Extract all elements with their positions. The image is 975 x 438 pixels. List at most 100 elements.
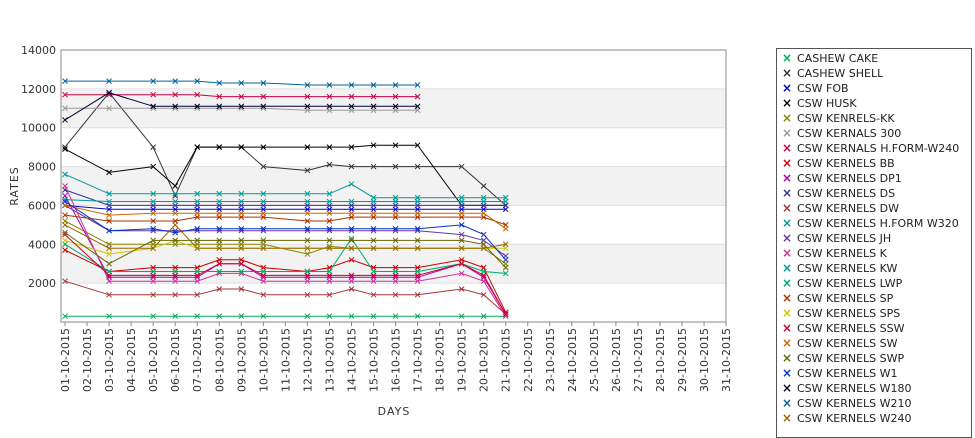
data-point (414, 313, 421, 320)
data-point (194, 278, 201, 285)
legend-marker-icon: × (781, 216, 793, 230)
series (62, 202, 509, 232)
data-point (370, 210, 377, 217)
data-point (348, 313, 355, 320)
legend-label: CSW KERNELS W210 (797, 397, 912, 410)
data-point (106, 245, 112, 252)
data-point (216, 260, 223, 267)
data-point (414, 93, 421, 100)
series (62, 196, 509, 205)
data-point (260, 190, 267, 197)
legend-marker-icon: × (781, 66, 793, 80)
data-point (216, 210, 223, 217)
data-point (392, 278, 399, 285)
legend-label: CSW KERNELS KW (797, 262, 898, 275)
series (62, 313, 509, 320)
data-point (172, 278, 179, 285)
data-point (370, 142, 377, 149)
data-point (370, 82, 377, 88)
x-axis-ticks: 01-10-2015 02-10-2015 03-10-2015 04-10-2015… (59, 322, 733, 392)
data-point (194, 78, 201, 84)
data-point (194, 144, 201, 150)
y-tick-label: 2000 (28, 277, 56, 290)
legend-marker-icon: × (781, 366, 793, 380)
data-point (260, 93, 267, 100)
data-point (502, 225, 509, 232)
data-point (238, 286, 245, 292)
data-point (62, 231, 68, 238)
x-tick-label: 26-10-2015 (610, 328, 623, 392)
data-point (348, 144, 355, 150)
legend-label: CSW KENRELS-KK (797, 112, 895, 125)
legend-item: × CSW KERNELS H.FORM W320 (777, 216, 971, 231)
series-layer (62, 78, 509, 320)
data-point (150, 225, 157, 232)
data-point (370, 237, 377, 244)
legend-item: × CSW KERNELS DP1 (777, 171, 971, 186)
data-point (392, 225, 399, 232)
data-point (326, 144, 333, 150)
legend-marker-icon: × (781, 96, 793, 110)
data-point (62, 229, 68, 236)
data-point (238, 268, 245, 275)
data-point (106, 89, 112, 96)
data-point (238, 198, 245, 205)
data-point (370, 313, 377, 320)
data-point (238, 190, 245, 197)
data-point (172, 198, 179, 205)
series-line (65, 80, 418, 86)
data-point (458, 237, 465, 244)
data-point (392, 142, 399, 149)
legend-marker-icon: × (781, 291, 793, 305)
data-point (172, 291, 179, 298)
data-point (392, 245, 399, 252)
data-point (304, 144, 311, 150)
data-point (348, 163, 355, 170)
legend-item: × CSW KERNELS W240 (777, 411, 971, 426)
data-point (216, 190, 223, 197)
data-point (194, 313, 201, 320)
data-point (392, 82, 399, 88)
data-point (150, 198, 157, 205)
data-point (260, 245, 267, 252)
legend-item: × CSW KENRELS-KK (777, 111, 971, 126)
data-point (106, 198, 112, 205)
data-point (106, 105, 112, 112)
data-point (304, 272, 311, 279)
data-point (260, 163, 267, 170)
data-point (326, 245, 333, 252)
data-point (502, 256, 509, 263)
series (62, 231, 509, 318)
data-point (304, 313, 311, 320)
data-point (348, 286, 355, 292)
x-tick-label: 02-10-2015 (81, 328, 94, 392)
x-tick-label: 19-10-2015 (456, 328, 469, 392)
data-point (194, 225, 201, 232)
data-point (304, 210, 311, 217)
data-point (414, 237, 421, 244)
data-point (150, 190, 157, 197)
x-tick-label: 29-10-2015 (676, 328, 689, 392)
data-point (304, 82, 311, 88)
series (62, 198, 509, 263)
data-point (326, 190, 333, 197)
data-point (260, 144, 267, 150)
data-point (260, 103, 267, 110)
data-point (392, 93, 399, 100)
data-point (502, 311, 509, 318)
data-point (216, 93, 223, 100)
x-tick-label: 11-10-2015 (279, 328, 292, 392)
legend-marker-icon: × (781, 246, 793, 260)
data-point (62, 183, 68, 189)
data-point (392, 272, 399, 279)
data-point (414, 245, 421, 252)
data-point (370, 272, 377, 279)
x-tick-label: 22-10-2015 (522, 328, 535, 392)
data-point (502, 194, 509, 201)
data-point (348, 82, 355, 88)
data-point (194, 210, 201, 217)
x-tick-label: 30-10-2015 (698, 328, 711, 392)
data-point (260, 225, 267, 232)
legend-label: CSW KERNALS H.FORM-W240 (797, 142, 960, 155)
data-point (480, 194, 487, 201)
